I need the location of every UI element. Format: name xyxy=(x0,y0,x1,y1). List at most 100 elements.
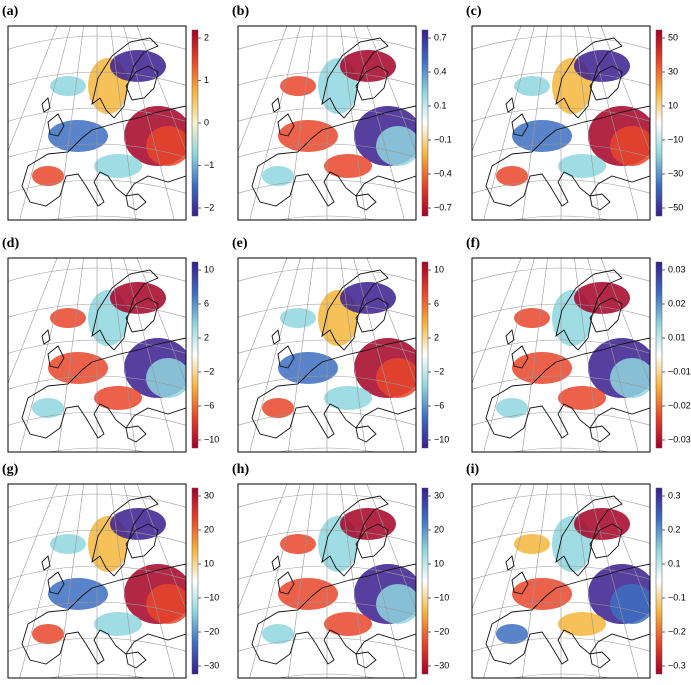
map-frame xyxy=(471,483,651,679)
coastline xyxy=(91,495,159,577)
panel-label: (e) xyxy=(232,236,248,251)
coastline xyxy=(555,269,623,351)
graticule xyxy=(238,26,288,152)
anomaly-area xyxy=(610,358,650,398)
anomaly-area xyxy=(324,386,372,410)
map-frame xyxy=(237,257,417,453)
graticule xyxy=(288,484,314,678)
colorbar-tick-label: 0.1 xyxy=(668,558,681,568)
graticule xyxy=(600,258,650,384)
graticule xyxy=(58,484,84,678)
anomaly-area xyxy=(94,612,142,636)
colorbar-tick-label: 2 xyxy=(434,332,439,342)
anomaly-area xyxy=(110,50,166,82)
anomaly-area xyxy=(574,50,630,82)
coastline xyxy=(589,193,611,211)
anomaly-area xyxy=(262,166,294,186)
anomaly-area xyxy=(340,282,396,314)
colorbar-tick-label: −0.01 xyxy=(668,366,691,376)
coastline xyxy=(125,651,147,669)
map-frame xyxy=(237,483,417,679)
anomaly-area xyxy=(610,126,650,166)
colorbar-tick-label: −30 xyxy=(668,168,683,178)
colorbar-tick-label: −50 xyxy=(668,202,683,212)
map xyxy=(8,26,186,220)
graticule xyxy=(123,484,175,678)
colorbar-tick-label: 10 xyxy=(204,558,214,568)
panel: (b) 0.7 0.4 0.1 −0.1 −0.4 −0.7 xyxy=(232,4,452,221)
anomaly-area xyxy=(340,50,396,82)
graticule xyxy=(136,26,186,152)
map-frame xyxy=(7,483,187,679)
graticule xyxy=(522,484,548,678)
colorbar-tick-label: 10 xyxy=(204,264,214,274)
anomaly-area xyxy=(32,166,64,186)
panel-label: (i) xyxy=(466,462,480,477)
colorbar-tick-label: 30 xyxy=(668,66,678,76)
colorbar xyxy=(421,29,429,217)
coastline xyxy=(555,495,623,577)
colorbar-tick-label: 0.1 xyxy=(434,100,447,110)
anomaly-area xyxy=(146,126,186,166)
colorbar-tick-label: 0.02 xyxy=(668,298,686,308)
anomaly-area xyxy=(146,358,186,398)
colorbar-tick-label: 30 xyxy=(434,490,444,500)
graticule xyxy=(8,484,58,610)
graticule xyxy=(123,258,175,452)
coastline xyxy=(505,555,515,571)
map xyxy=(238,484,416,678)
map xyxy=(238,26,416,220)
colorbar-tick-label: −0.2 xyxy=(668,626,686,636)
colorbar xyxy=(421,261,429,449)
panel: (c) 50 30 10 −10 −30 −50 xyxy=(466,4,683,221)
panel: (e) 10 6 2 −2 −6 −10 xyxy=(232,236,449,453)
colorbar xyxy=(191,487,199,675)
graticule xyxy=(110,26,136,220)
coastline xyxy=(125,523,159,559)
panel-label: (g) xyxy=(2,462,19,477)
graticule xyxy=(574,26,600,220)
colorbar-tick-label: −0.1 xyxy=(434,134,452,144)
map xyxy=(238,258,416,452)
coastline xyxy=(355,193,377,211)
coastline xyxy=(505,97,515,113)
anomaly-area xyxy=(110,282,166,314)
anomaly-area xyxy=(514,534,550,554)
panel: (h) 30 20 10 −10 −20 −30 xyxy=(232,462,449,679)
colorbar-tick-label: −10 xyxy=(204,592,219,602)
graticule xyxy=(353,26,405,220)
coastline xyxy=(511,113,529,137)
panel: (i) 0.3 0.2 0.1 −0.1 −0.2 −0.3 xyxy=(466,462,686,679)
colorbar-tick-label: 10 xyxy=(668,100,678,110)
coastline xyxy=(277,571,295,595)
graticule xyxy=(366,258,416,384)
coastline xyxy=(589,425,611,443)
anomaly-area xyxy=(50,308,86,328)
coastline xyxy=(355,65,389,101)
colorbar-tick-label: −0.4 xyxy=(434,168,452,178)
colorbar-tick-label: 10 xyxy=(434,558,444,568)
colorbar-tick-label: −0.02 xyxy=(668,400,691,410)
graticule xyxy=(136,484,186,610)
anomaly-area xyxy=(574,282,630,314)
graticule xyxy=(8,26,58,152)
graticule xyxy=(587,484,639,678)
map xyxy=(8,484,186,678)
panel: (f) 0.03 0.02 0.01 −0.01 −0.02 −0.03 xyxy=(466,236,691,453)
graticule xyxy=(110,258,136,452)
coastline xyxy=(589,523,623,559)
coastline xyxy=(125,425,147,443)
anomaly-area xyxy=(324,612,372,636)
graticule xyxy=(340,258,366,452)
colorbar-tick-label: −0.3 xyxy=(668,660,686,670)
colorbar xyxy=(191,261,199,449)
coastline xyxy=(589,651,611,669)
colorbar-tick-label: −0.1 xyxy=(668,592,686,602)
map xyxy=(472,258,650,452)
map xyxy=(8,258,186,452)
graticule xyxy=(600,484,650,610)
coastline xyxy=(91,269,159,351)
graticule xyxy=(288,26,314,220)
coastline xyxy=(355,651,377,669)
colorbar xyxy=(655,487,663,675)
